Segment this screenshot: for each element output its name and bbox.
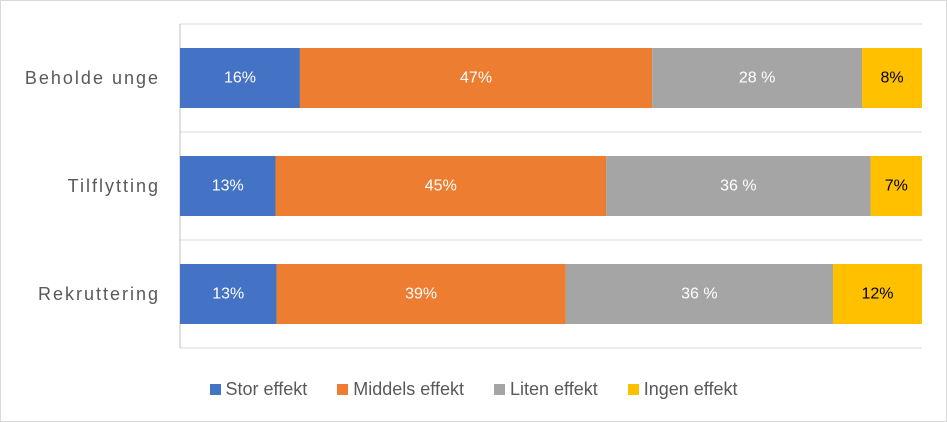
data-label-middels-effekt-rekruttering: 39% — [405, 286, 437, 303]
data-label-ingen-effekt-beholde-unge: 8% — [880, 70, 903, 87]
data-label-liten-effekt-beholde-unge: 28 % — [739, 70, 775, 87]
data-label-middels-effekt-tilflytting: 45% — [425, 178, 457, 195]
data-label-stor-effekt-beholde-unge: 16% — [224, 70, 256, 87]
legend-item-stor-effekt: Stor effekt — [209, 378, 308, 400]
legend-label-liten-effekt: Liten effekt — [509, 378, 598, 399]
bar-liten-effekt-tilflytting — [606, 156, 871, 216]
data-label-liten-effekt-rekruttering: 36 % — [681, 286, 717, 303]
legend-swatch-ingen-effekt — [627, 383, 639, 395]
chart-legend: Stor effekt Middels effekt Liten effekt Ing… — [0, 376, 947, 402]
bar-ingen-effekt-beholde-unge — [862, 48, 922, 108]
bar-middels-effekt-rekruttering — [276, 264, 566, 324]
legend-item-ingen-effekt: Ingen effekt — [627, 378, 738, 400]
data-label-ingen-effekt-rekruttering: 12% — [861, 286, 893, 303]
data-label-middels-effekt-beholde-unge: 47% — [460, 70, 492, 87]
legend-item-liten-effekt: Liten effekt — [493, 378, 598, 400]
legend-swatch-middels-effekt — [337, 383, 349, 395]
bar-ingen-effekt-tilflytting — [870, 156, 922, 216]
legend-label-middels-effekt: Middels effekt — [353, 378, 464, 399]
data-label-ingen-effekt-tilflytting: 7% — [885, 178, 908, 195]
bar-middels-effekt-beholde-unge — [299, 48, 653, 108]
legend-label-stor-effekt: Stor effekt — [225, 378, 308, 399]
category-label-beholde-unge: Beholde unge — [25, 68, 160, 88]
bar-stor-effekt-beholde-unge — [180, 48, 300, 108]
data-label-liten-effekt-tilflytting: 36 % — [720, 178, 756, 195]
legend-swatch-stor-effekt — [209, 383, 221, 395]
bar-liten-effekt-beholde-unge — [652, 48, 863, 108]
legend-label-ingen-effekt: Ingen effekt — [643, 378, 738, 399]
bar-middels-effekt-tilflytting — [275, 156, 607, 216]
bar-stor-effekt-tilflytting — [180, 156, 276, 216]
data-label-stor-effekt-tilflytting: 13% — [212, 178, 244, 195]
category-label-tilflytting: Tilflytting — [68, 176, 160, 196]
category-label-rekruttering: Rekruttering — [38, 284, 160, 304]
legend-item-middels-effekt: Middels effekt — [337, 379, 464, 400]
legend-swatch-liten-effekt — [493, 383, 505, 395]
bar-stor-effekt-rekruttering — [180, 264, 277, 324]
data-label-stor-effekt-rekruttering: 13% — [212, 286, 244, 303]
bar-ingen-effekt-rekruttering — [832, 264, 922, 324]
bar-liten-effekt-rekruttering — [565, 264, 833, 324]
